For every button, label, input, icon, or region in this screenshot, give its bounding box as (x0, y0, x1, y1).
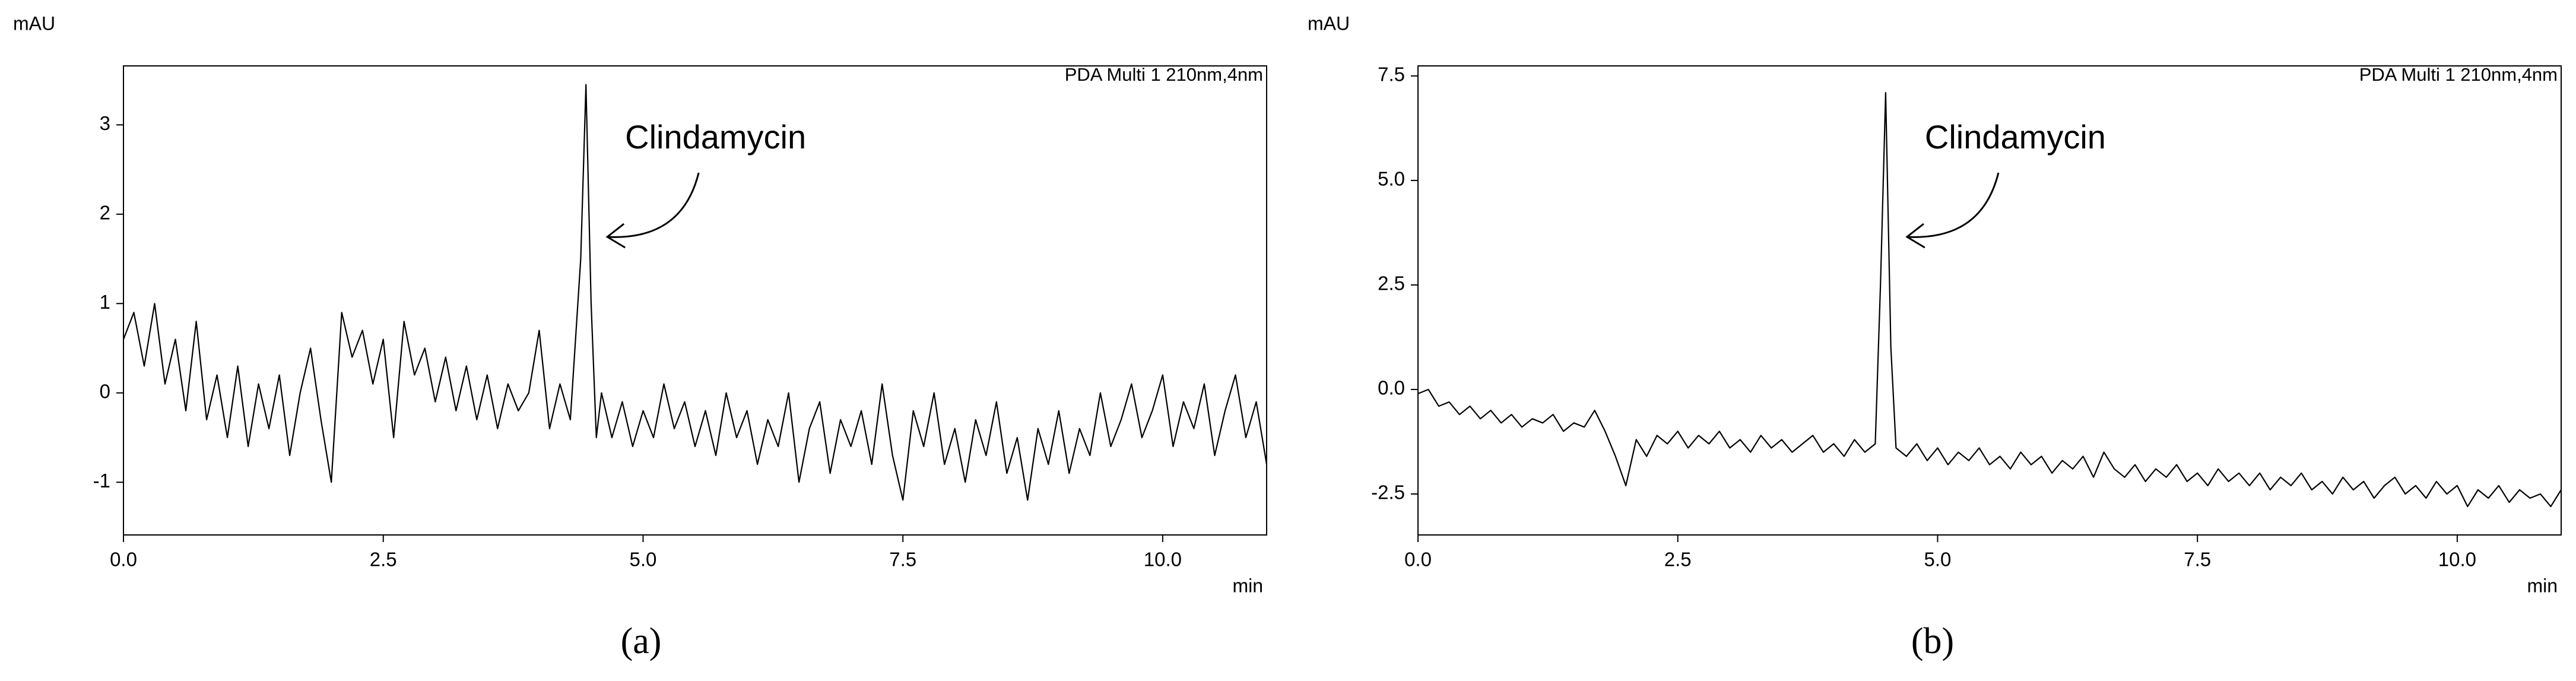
panel-label: (b) (1911, 621, 1954, 661)
plot-frame (123, 65, 1267, 536)
y-tick-label: 2.5 (1378, 273, 1405, 294)
chart-panel: -1 0 1 2 3 0.0 2.5 5.0 7.5 10.0 mAU min PDA Multi 1 … (13, 12, 1268, 661)
y-tick-label: 0 (100, 380, 110, 402)
trace (1417, 92, 2562, 508)
x-tick-label: 10.0 (2438, 549, 2476, 571)
plot-frame (1417, 65, 2562, 536)
x-tick-label: 2.5 (1664, 549, 1692, 571)
peak-annotation: Clindamycin (1925, 118, 2106, 156)
x-tick-label: 5.0 (1924, 549, 1952, 571)
x-tick-label: 5.0 (630, 549, 657, 571)
x-tick-label: 7.5 (889, 549, 916, 571)
x-axis-label: min (1232, 575, 1263, 596)
annotation-arrowhead (1905, 223, 1925, 249)
y-tick-label: 5.0 (1378, 168, 1405, 190)
y-tick-label: 0.0 (1378, 377, 1405, 399)
y-axis-label: mAU (13, 12, 55, 34)
panel-label: (a) (621, 621, 662, 661)
chart-panel: -2.5 0.0 2.5 5.0 7.5 0.0 2.5 5.0 7.5 10.0 mAU min PD… (1308, 12, 2562, 661)
y-tick-label: 2 (100, 202, 110, 224)
y-axis-label: mAU (1308, 12, 1350, 34)
annotation-arrow (1906, 172, 2000, 238)
x-tick-label: 7.5 (2184, 549, 2211, 571)
x-tick-label: 0.0 (110, 549, 137, 571)
x-tick-label: 2.5 (370, 549, 397, 571)
x-axis-label: min (2527, 575, 2558, 596)
peak-annotation: Clindamycin (625, 118, 806, 156)
x-tick-label: 0.0 (1404, 549, 1432, 571)
detector-label: PDA Multi 1 210nm,4nm (1065, 64, 1263, 85)
detector-label: PDA Multi 1 210nm,4nm (2359, 64, 2558, 85)
trace (122, 84, 1268, 501)
y-tick-label: 7.5 (1378, 64, 1405, 85)
x-tick-label: 10.0 (1144, 549, 1182, 571)
y-tick-label: -1 (93, 470, 110, 492)
annotation-arrowhead (605, 223, 626, 249)
y-tick-label: 3 (100, 112, 110, 134)
y-tick-label: 1 (100, 291, 110, 313)
y-tick-label: -2.5 (1371, 482, 1405, 503)
annotation-arrow (607, 172, 700, 238)
